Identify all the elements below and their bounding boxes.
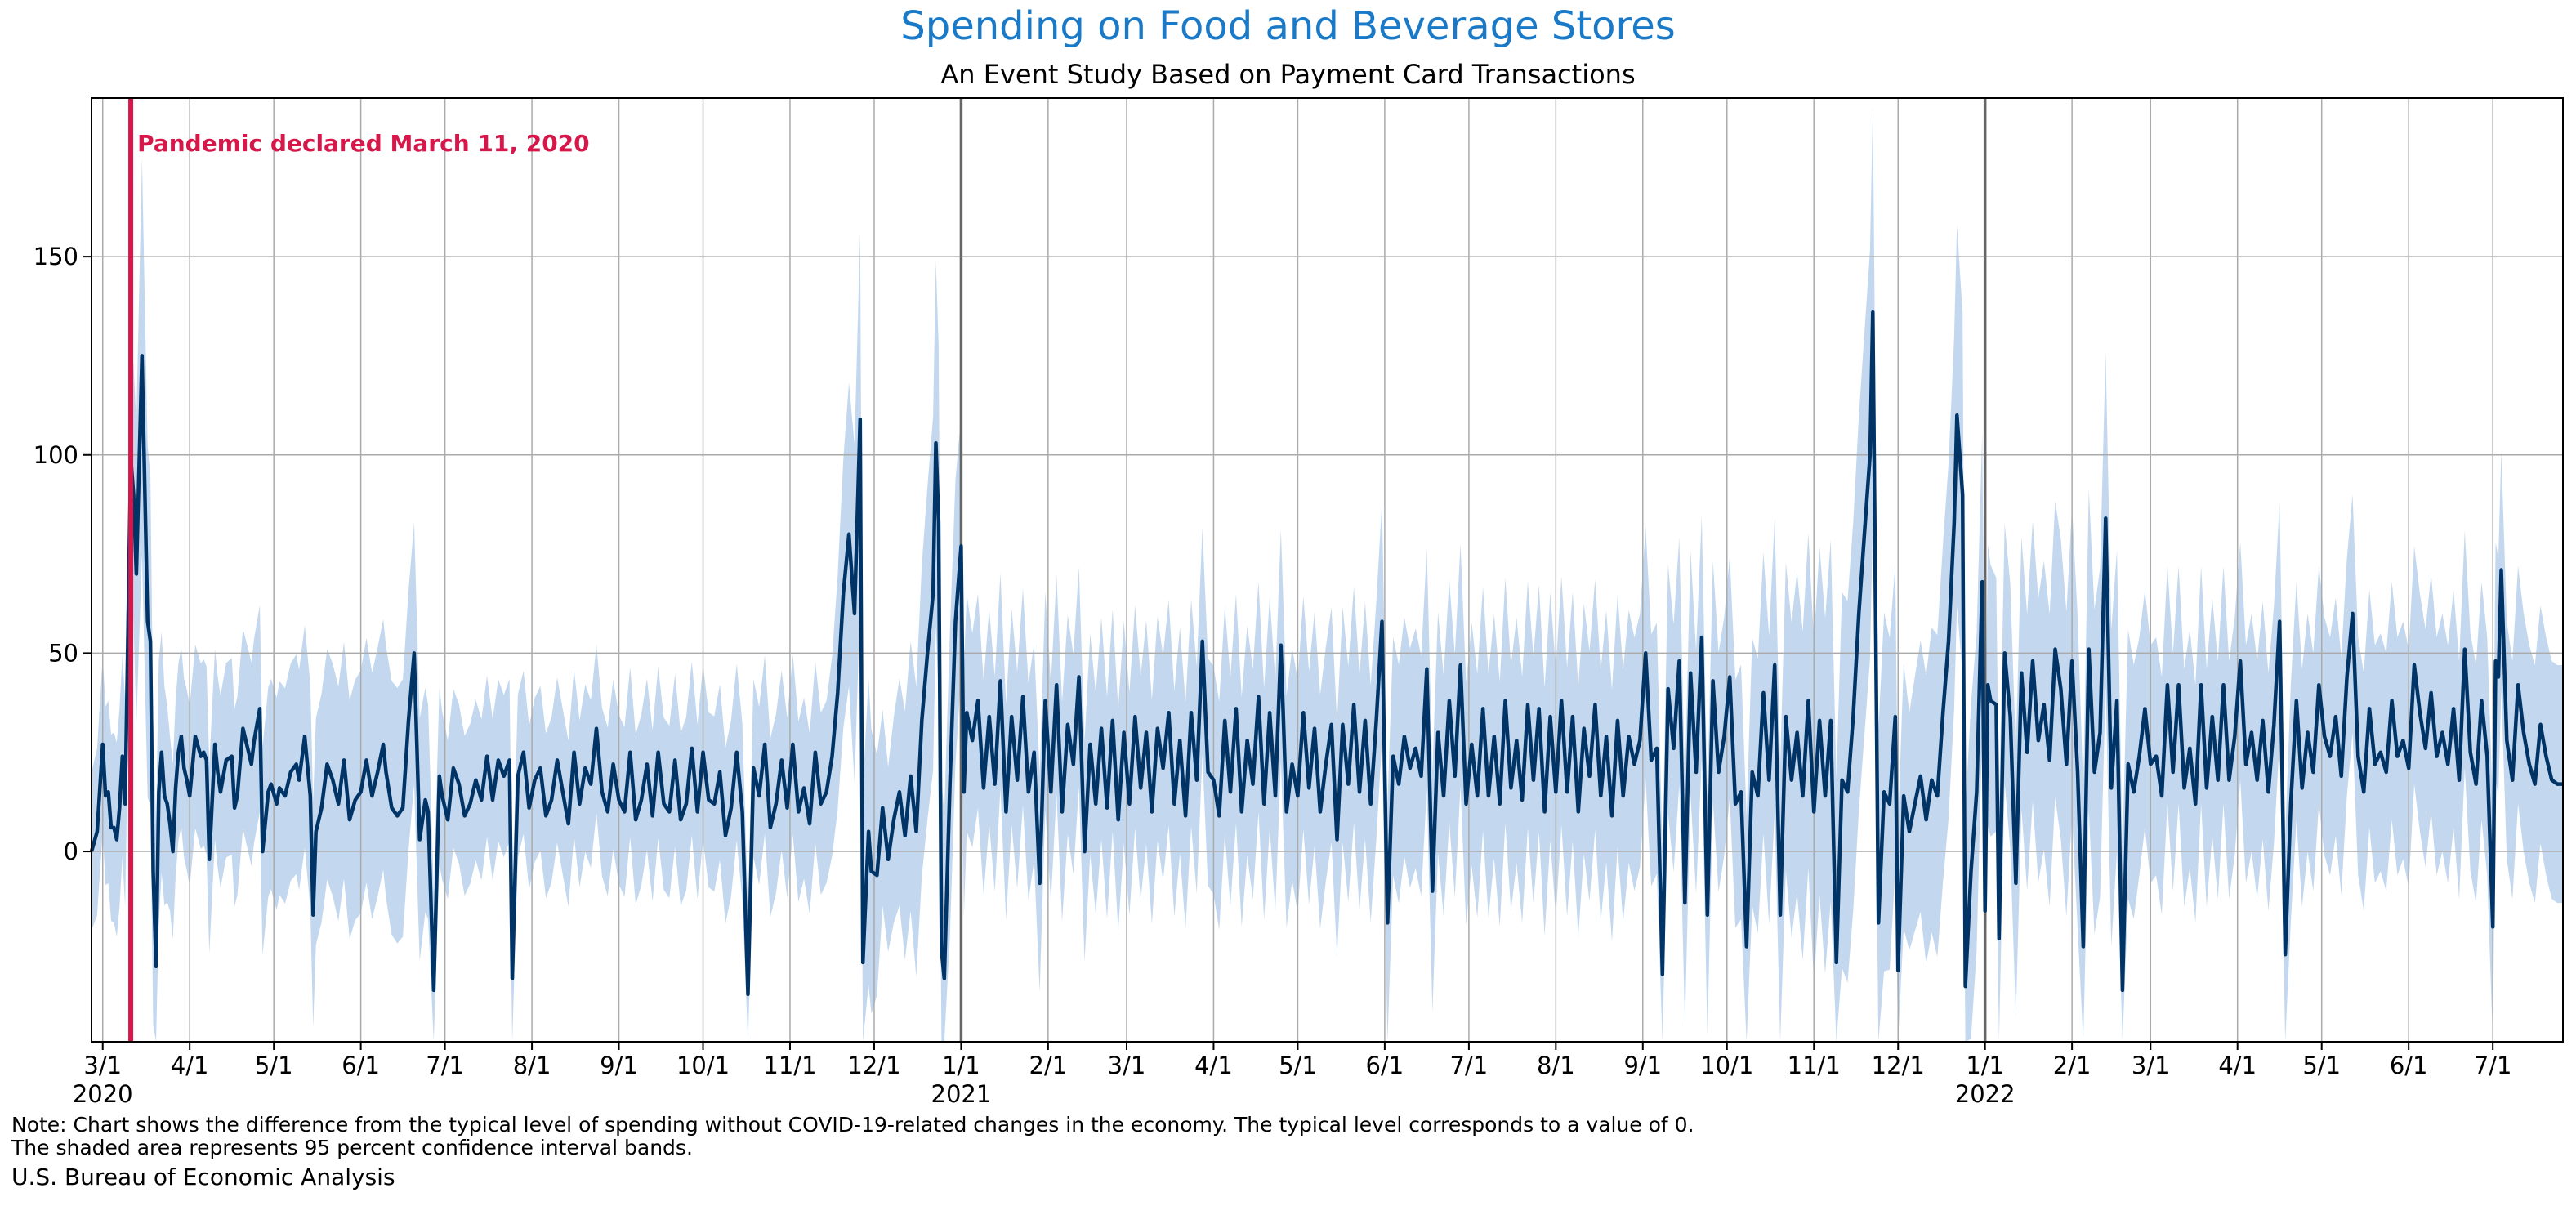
x-tick-label: 6/1 (1366, 1052, 1404, 1079)
x-tick-label: 8/1 (513, 1052, 551, 1079)
x-tick-label: 6/1 (342, 1052, 380, 1079)
x-year-label: 2021 (931, 1080, 992, 1108)
x-tick-label: 10/1 (676, 1052, 730, 1079)
y-tick-label: 50 (48, 639, 78, 667)
x-tick-label: 5/1 (1279, 1052, 1317, 1079)
x-tick-label: 9/1 (600, 1052, 638, 1079)
x-tick-label: 7/1 (2474, 1052, 2512, 1079)
x-tick-label: 3/1 (1108, 1052, 1146, 1079)
x-tick-label: 12/1 (847, 1052, 900, 1079)
x-tick-label: 7/1 (1450, 1052, 1489, 1079)
event-layer: Pandemic declared March 11, 2020 (128, 98, 590, 1042)
x-tick-label: 3/1 (83, 1052, 122, 1079)
x-tick-label: 7/1 (426, 1052, 464, 1079)
series-line (89, 310, 2563, 997)
x-tick-label: 11/1 (1788, 1052, 1841, 1079)
x-tick-label: 2/1 (2053, 1052, 2092, 1079)
x-tick-label: 1/1 (942, 1052, 980, 1079)
note-line-2: The shaded area represents 95 percent co… (11, 1136, 693, 1159)
y-tick-label: 150 (33, 243, 78, 270)
x-tick-label: 12/1 (1872, 1052, 1925, 1079)
x-tick-label: 6/1 (2390, 1052, 2428, 1079)
chart-subtitle: An Event Study Based on Payment Card Tra… (940, 59, 1636, 90)
x-tick-label: 5/1 (255, 1052, 293, 1079)
x-tick-label: 8/1 (1537, 1052, 1575, 1079)
plot-frame (91, 97, 2564, 1043)
source-credit: U.S. Bureau of Economic Analysis (11, 1164, 395, 1190)
x-tick-label: 11/1 (763, 1052, 816, 1079)
x-tick-label: 10/1 (1700, 1052, 1753, 1079)
x-tick-label: 3/1 (2132, 1052, 2170, 1079)
x-tick-label: 5/1 (2302, 1052, 2341, 1079)
x-tick-label: 1/1 (1966, 1052, 2004, 1079)
series-line-layer (89, 310, 2563, 997)
x-tick-label: 2/1 (1029, 1052, 1068, 1079)
x-tick-label: 4/1 (171, 1052, 209, 1079)
x-tick-label: 4/1 (1194, 1052, 1233, 1079)
x-year-label: 2022 (1955, 1080, 2016, 1108)
y-tick-label: 100 (33, 441, 78, 469)
x-tick-label: 4/1 (2218, 1052, 2257, 1079)
y-tick-label: 0 (64, 838, 78, 865)
x-tick-label: 9/1 (1623, 1052, 1662, 1079)
confidence-band (92, 105, 2563, 1043)
event-label: Pandemic declared March 11, 2020 (137, 130, 590, 157)
grid-layer (92, 98, 2563, 1042)
confidence-band-layer (92, 105, 2563, 1043)
note-line-1: Note: Chart shows the difference from th… (11, 1113, 1694, 1137)
x-year-label: 2020 (73, 1080, 133, 1108)
chart-title: Spending on Food and Beverage Stores (900, 3, 1676, 49)
